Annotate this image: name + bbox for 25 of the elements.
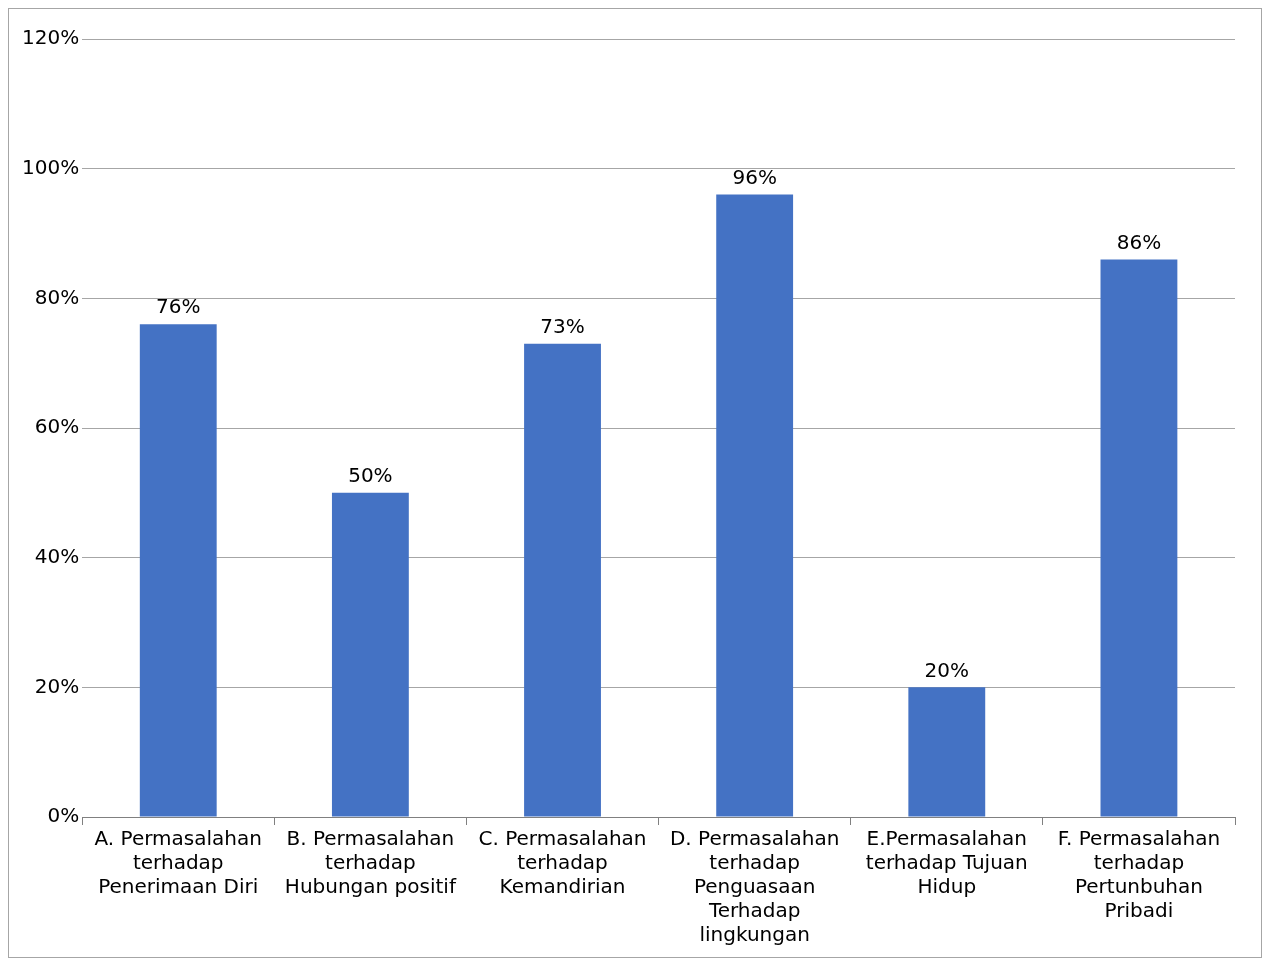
bar xyxy=(716,194,794,817)
data-label: 76% xyxy=(156,294,201,319)
y-tick-label: 60% xyxy=(34,414,80,439)
bar xyxy=(524,343,601,817)
x-tick-label: C. Permasalahan terhadap Kemandirian xyxy=(478,826,647,899)
y-tick-label: 80% xyxy=(34,284,80,309)
bar xyxy=(1100,259,1178,817)
y-tick-label: 20% xyxy=(34,673,80,698)
x-tick-label: F. Permasalahan terhadap Pertunbuhan Pribadi xyxy=(1057,826,1221,923)
x-tick-label: B. Permasalahan terhadap Hubungan positif xyxy=(284,826,457,899)
data-label: 73% xyxy=(540,313,585,338)
y-tick-label: 0% xyxy=(47,803,80,828)
bar xyxy=(331,492,409,817)
data-label: 96% xyxy=(732,164,777,189)
x-tick-label: E.Permasalahan terhadap Tujuan Hidup xyxy=(865,826,1028,899)
x-tick-label: D. Permasalahan terhadap Penguasaan Terhadap lingkungan xyxy=(669,826,840,947)
y-tick-label: 100% xyxy=(21,154,80,179)
x-tick-label: A. Permasalahan terhadap Penerimaan Diri xyxy=(94,826,262,899)
y-tick-label: 40% xyxy=(34,543,80,568)
data-label: 20% xyxy=(924,657,970,682)
y-tick-label: 120% xyxy=(21,25,80,50)
bar xyxy=(139,324,217,817)
data-label: 50% xyxy=(348,463,393,488)
data-label: 86% xyxy=(1116,229,1162,254)
bar xyxy=(908,687,986,817)
